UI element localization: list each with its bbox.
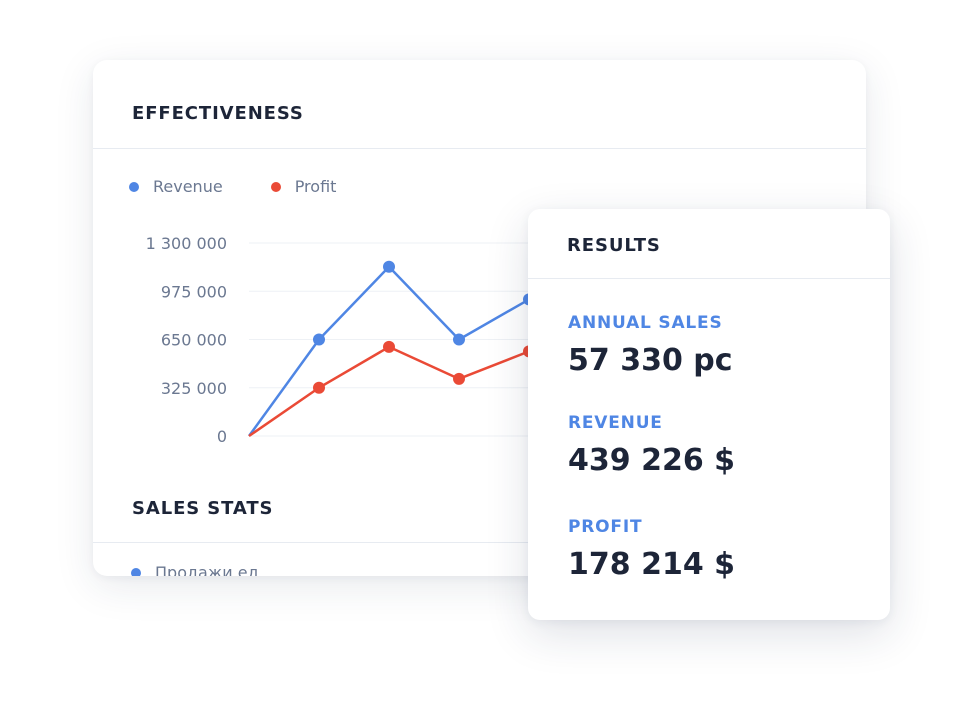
results-title: RESULTS: [567, 235, 661, 256]
legend-item-revenue[interactable]: Revenue: [129, 177, 223, 196]
chart-legend: Revenue Profit: [129, 177, 384, 196]
y-tick-label: 325 000: [161, 379, 227, 398]
legend-label-revenue: Revenue: [153, 177, 223, 196]
legend-label-profit: Profit: [294, 177, 337, 196]
divider: [528, 278, 890, 279]
profit-dot-icon: [270, 181, 281, 192]
divider: [93, 148, 866, 149]
data-point-profit: [453, 372, 465, 385]
profit-value: 178 214 $: [568, 547, 736, 582]
revenue-dot-icon: [129, 181, 139, 192]
results-card: RESULTS ANNUAL SALES 57 330 pc REVENUE 4…: [528, 209, 890, 620]
effectiveness-title: EFFECTIVENESS: [132, 103, 304, 124]
sales-dot-icon: [131, 567, 141, 576]
data-point-profit: [383, 340, 395, 353]
divider: [93, 542, 866, 543]
data-point-revenue: [313, 333, 325, 346]
data-point-revenue: [383, 260, 395, 273]
data-point-profit: [313, 381, 325, 394]
y-tick-label: 975 000: [161, 282, 227, 301]
legend-item-profit[interactable]: Profit: [270, 177, 337, 196]
profit-label: PROFIT: [568, 517, 643, 537]
sales-legend-label: Продажи ед: [155, 563, 259, 576]
sales-stats-title: SALES STATS: [132, 498, 274, 519]
revenue-label: REVENUE: [568, 413, 663, 433]
y-tick-label: 0: [217, 427, 227, 446]
revenue-value: 439 226 $: [568, 443, 736, 478]
annual-sales-value: 57 330 pc: [568, 343, 733, 378]
data-point-revenue: [453, 333, 465, 346]
y-tick-label: 650 000: [161, 331, 227, 350]
sales-legend: Продажи ед: [131, 563, 259, 576]
y-tick-label: 1 300 000: [146, 234, 227, 253]
annual-sales-label: ANNUAL SALES: [568, 313, 723, 333]
